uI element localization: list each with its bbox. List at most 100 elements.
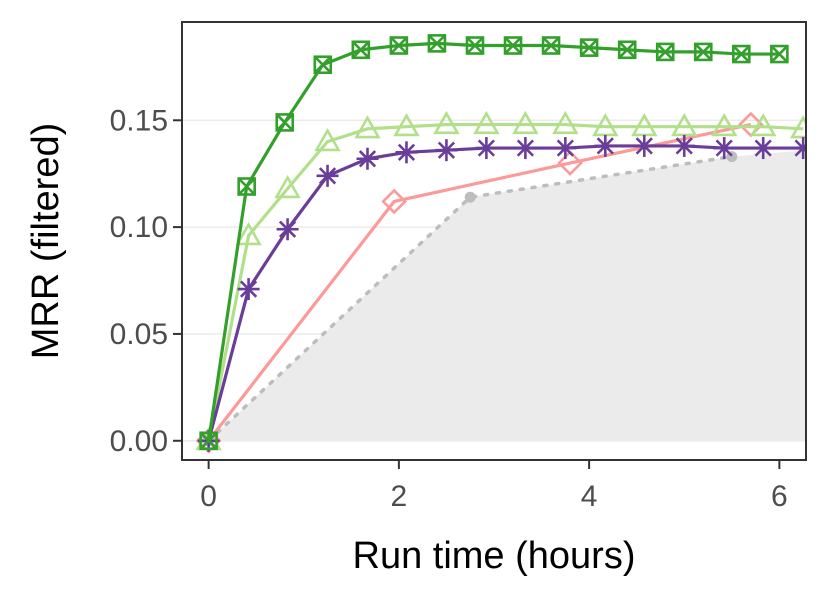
point-box — [465, 36, 485, 55]
point — [274, 175, 301, 199]
point-stroke — [389, 36, 408, 55]
point — [475, 137, 498, 160]
point-box — [770, 44, 789, 64]
x-tick-label: 4 — [581, 480, 598, 513]
point — [749, 113, 777, 137]
point — [433, 110, 460, 135]
point — [710, 113, 738, 137]
point-stroke — [351, 40, 370, 59]
point — [314, 128, 341, 152]
point-box — [351, 40, 371, 60]
point — [276, 218, 299, 241]
x-tick-label: 2 — [391, 480, 408, 513]
point-stroke — [428, 34, 446, 53]
point-box — [389, 36, 409, 55]
y-tick-label: 0.10 — [110, 211, 168, 244]
series-triangle — [195, 110, 806, 451]
point — [473, 110, 500, 135]
point-stroke — [275, 113, 294, 132]
x-tick-label: 6 — [771, 480, 788, 513]
point — [732, 44, 751, 64]
point-box — [655, 42, 675, 62]
point — [199, 431, 218, 451]
point — [541, 36, 561, 55]
point — [389, 36, 409, 55]
point — [237, 278, 260, 301]
x-axis-ticks: 0 2 4 6 — [200, 460, 788, 513]
point — [594, 134, 617, 157]
point — [275, 113, 295, 132]
point — [427, 34, 447, 53]
series-line — [207, 41, 780, 442]
series-line — [207, 144, 804, 442]
series-line — [207, 122, 752, 442]
point-stroke — [313, 55, 332, 74]
point-stroke — [237, 177, 256, 196]
point-stroke — [580, 38, 599, 57]
point — [395, 141, 418, 164]
point — [579, 38, 599, 57]
y-tick-label: 0.00 — [110, 425, 168, 458]
point — [316, 164, 339, 187]
point — [552, 110, 579, 135]
series-line — [207, 122, 804, 442]
point — [354, 115, 381, 139]
point — [503, 36, 523, 55]
y-tick-label: 0.15 — [110, 104, 168, 137]
point-box — [313, 55, 333, 75]
point-box — [541, 36, 561, 55]
point-stroke — [199, 431, 218, 450]
point-box — [579, 38, 599, 57]
point — [514, 137, 537, 160]
point — [351, 40, 371, 60]
point — [465, 36, 485, 55]
point-stroke — [770, 45, 789, 63]
point — [752, 137, 775, 160]
point — [435, 139, 458, 162]
point — [464, 191, 476, 203]
point — [393, 113, 420, 137]
point-stroke — [732, 45, 751, 63]
point-stroke — [542, 36, 560, 55]
plot-panel-border — [181, 21, 807, 461]
point — [235, 222, 262, 246]
point-box — [617, 40, 637, 60]
series-line — [206, 154, 734, 443]
point-box — [199, 431, 218, 451]
point — [633, 134, 656, 157]
series-layer — [195, 34, 806, 454]
point — [512, 110, 539, 135]
point — [655, 42, 675, 62]
point-stroke — [694, 42, 713, 61]
point-stroke — [466, 36, 484, 55]
point-box — [275, 113, 295, 132]
point — [237, 177, 256, 196]
point — [792, 137, 806, 160]
point — [693, 42, 713, 62]
point-stroke — [656, 42, 675, 61]
point-box — [427, 34, 447, 53]
point — [557, 150, 583, 176]
series-square-cross — [199, 34, 789, 451]
point-stroke — [618, 40, 637, 59]
x-tick-label: 0 — [200, 480, 217, 513]
point-stroke — [504, 36, 522, 55]
y-axis-ticks: 0.00 0.05 0.10 0.15 — [110, 104, 182, 458]
point — [713, 137, 736, 160]
background-area — [208, 150, 806, 441]
point-box — [237, 177, 256, 196]
point-box — [732, 44, 751, 64]
series-asterisk — [197, 134, 806, 452]
point — [381, 188, 407, 215]
point — [313, 55, 333, 75]
point-box — [503, 36, 523, 55]
point — [617, 40, 637, 60]
x-axis-title: Run time (hours) — [353, 535, 636, 577]
point-box — [693, 42, 713, 62]
point — [673, 134, 696, 157]
point — [770, 44, 789, 64]
point — [554, 137, 577, 160]
point — [356, 147, 379, 170]
background-area-layer — [208, 150, 806, 441]
